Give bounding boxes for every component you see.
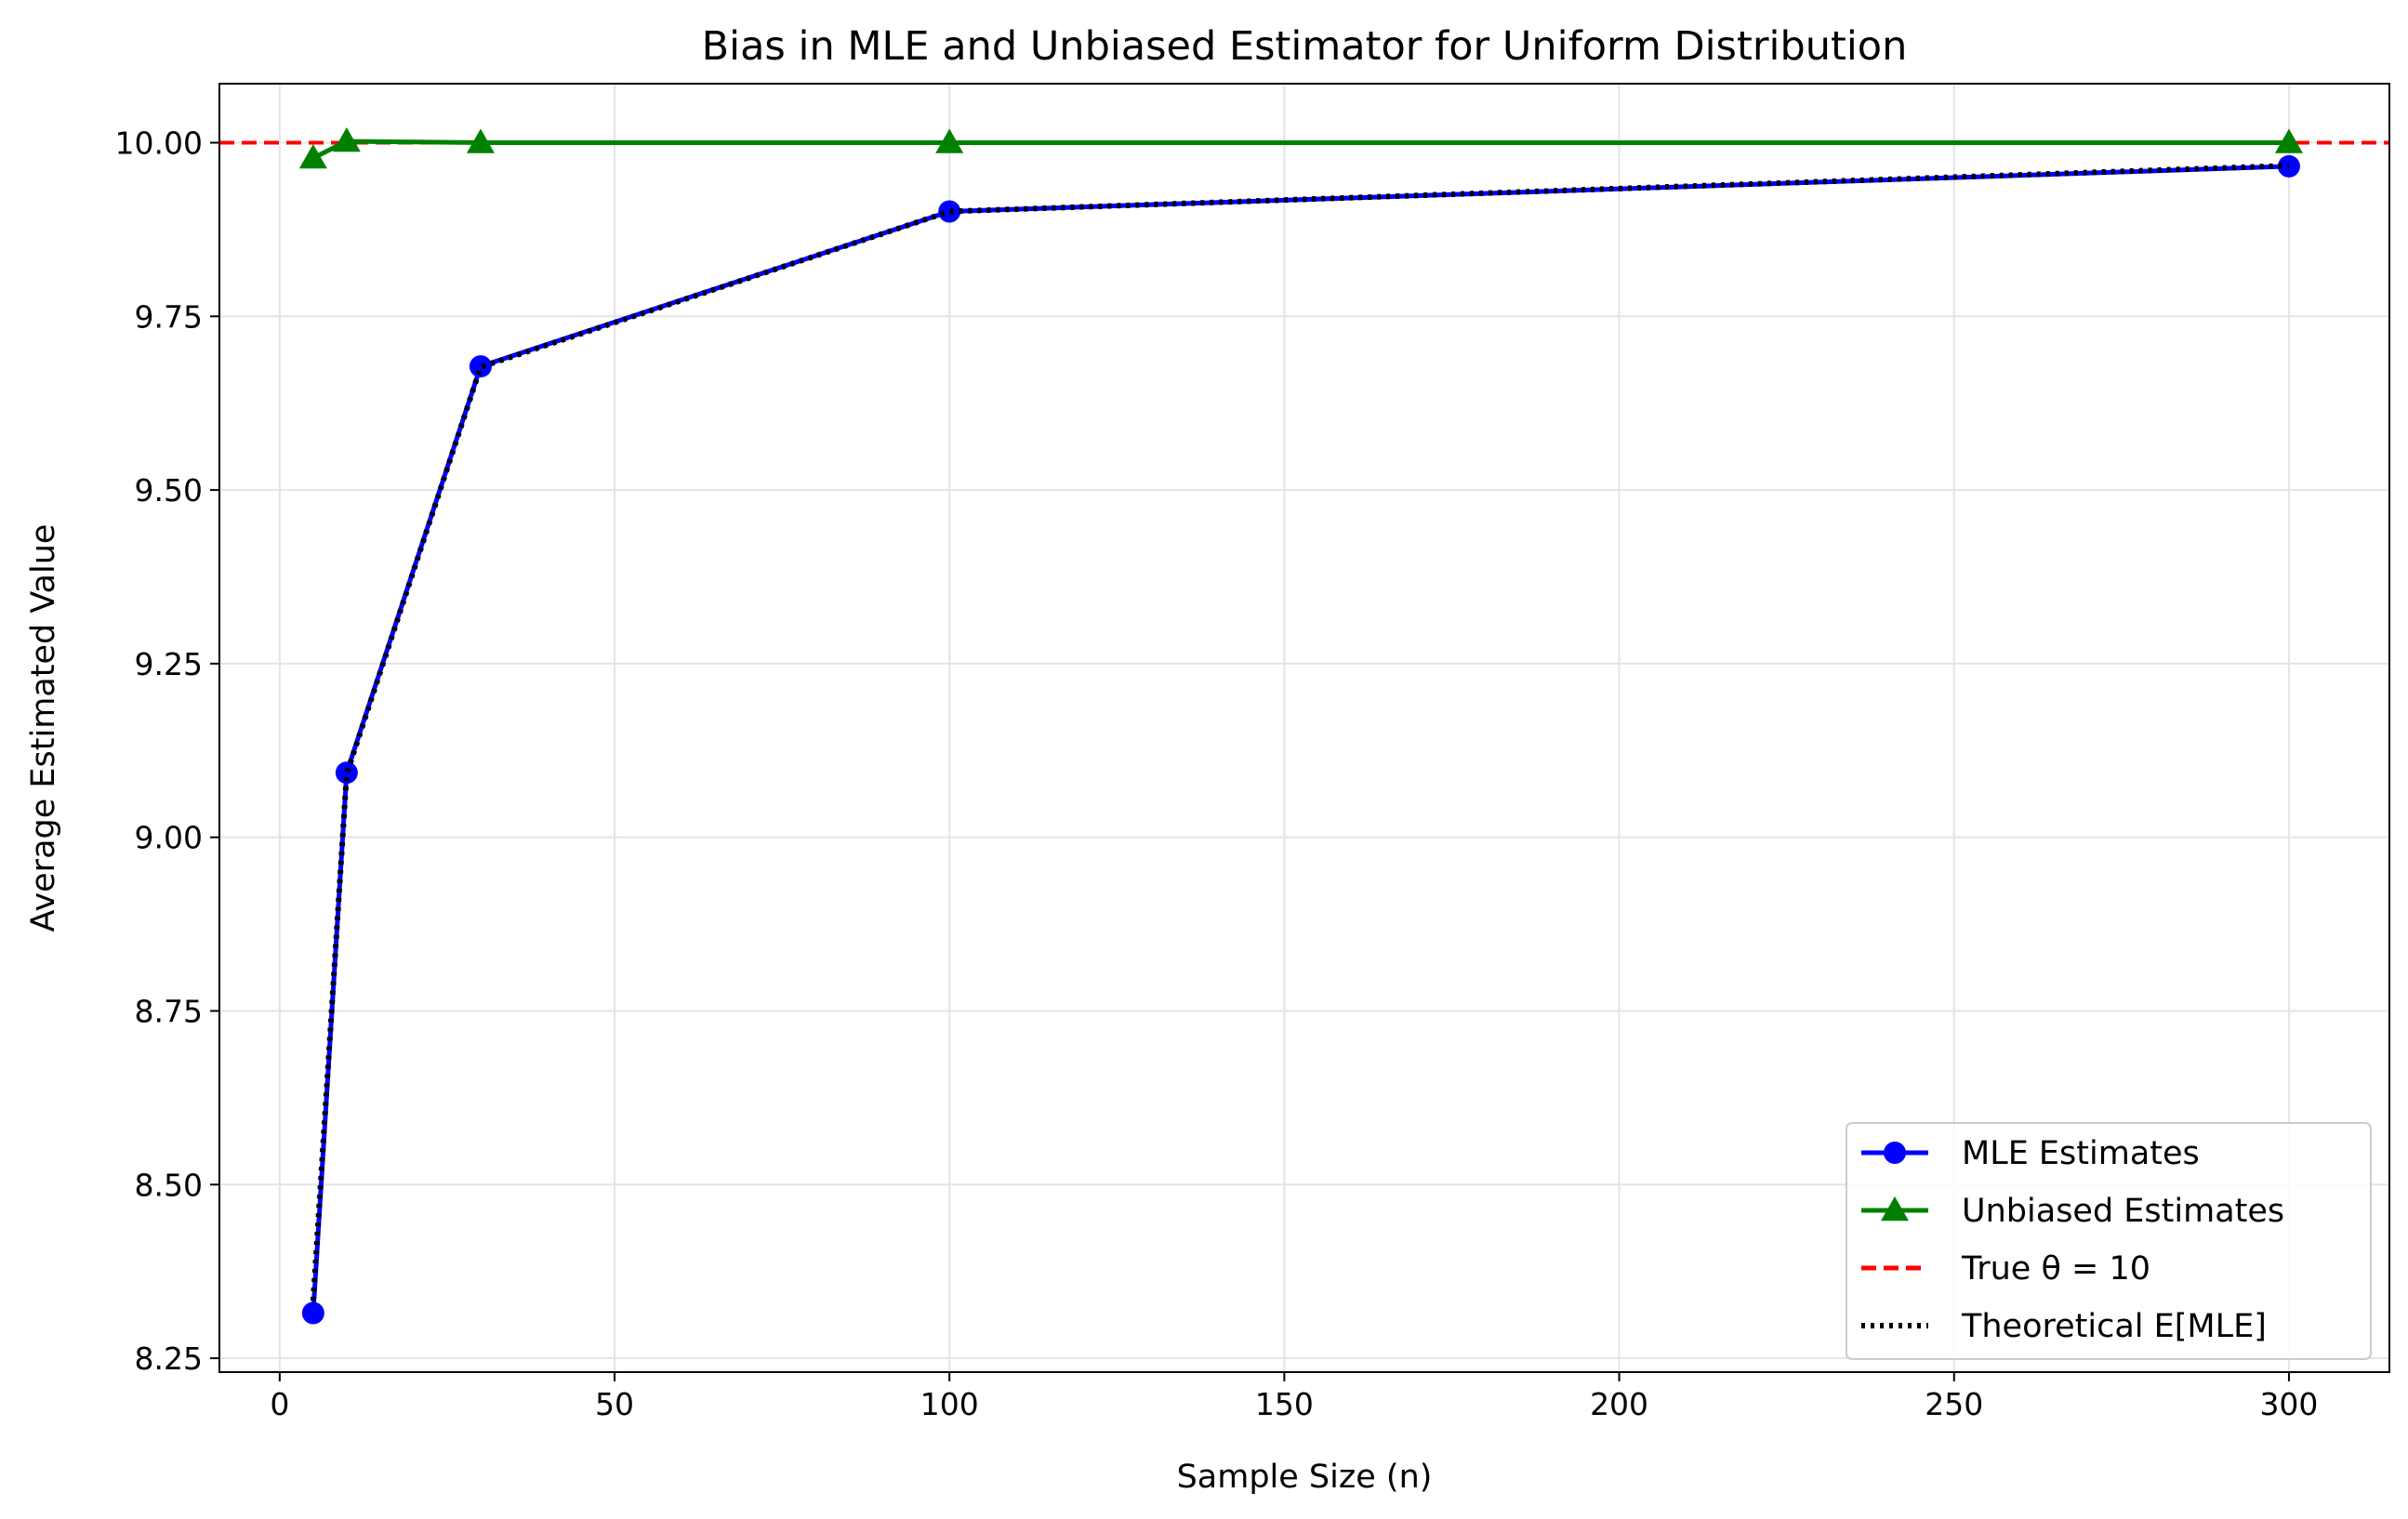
x-tick-label: 100 xyxy=(920,1386,979,1422)
legend-box xyxy=(1846,1122,2372,1360)
y-tick-label: 9.50 xyxy=(135,472,203,509)
legend-label: Theoretical E[MLE] xyxy=(1961,1308,2267,1345)
chart-title: Bias in MLE and Unbiased Estimator for U… xyxy=(702,23,1908,70)
x-tick-label: 250 xyxy=(1925,1386,1983,1422)
x-tick-label: 200 xyxy=(1590,1386,1648,1422)
x-axis-title: Sample Size (n) xyxy=(1177,1459,1433,1496)
x-tick-label: 150 xyxy=(1255,1386,1314,1422)
y-tick-label: 9.75 xyxy=(135,298,203,335)
series-line-2 xyxy=(310,163,2290,1301)
x-axis: 0 50 100 150 200 250 300 xyxy=(270,1372,2318,1422)
legend-marker xyxy=(1881,1196,1909,1222)
legend-label: MLE Estimates xyxy=(1962,1135,2200,1172)
x-tick-label: 50 xyxy=(595,1386,634,1422)
x-tick-label: 0 xyxy=(270,1386,289,1422)
y-axis: 8.25 8.50 8.75 9.00 9.25 9.50 9.75 10.00 xyxy=(115,125,219,1377)
y-tick-label: 8.75 xyxy=(135,993,203,1029)
x-tick-label: 300 xyxy=(2259,1386,2318,1422)
y-tick-label: 8.25 xyxy=(135,1341,203,1377)
series-point-0 xyxy=(938,200,961,223)
series-point-0 xyxy=(469,355,492,378)
legend-marker xyxy=(1884,1142,1906,1164)
series-point-1 xyxy=(332,127,361,152)
legend: MLE Estimates Unbiased Estimates True θ = … xyxy=(1846,1122,2372,1360)
y-tick-label: 8.50 xyxy=(135,1167,203,1203)
y-tick-label: 10.00 xyxy=(115,125,203,162)
y-tick-label: 9.00 xyxy=(135,820,203,856)
series-point-1 xyxy=(298,143,327,169)
series-point-1 xyxy=(2274,128,2303,153)
series-point-1 xyxy=(935,128,964,153)
y-axis-title: Average Estimated Value xyxy=(25,524,62,932)
series-point-1 xyxy=(466,128,495,153)
plot-frame xyxy=(218,83,2390,1373)
series-point-0 xyxy=(301,1301,324,1325)
legend-label: True θ = 10 xyxy=(1961,1250,2150,1288)
y-tick-label: 9.25 xyxy=(135,646,203,682)
plot-area xyxy=(219,127,2389,1325)
legend-label: Unbiased Estimates xyxy=(1962,1193,2284,1230)
series-point-0 xyxy=(335,761,358,785)
